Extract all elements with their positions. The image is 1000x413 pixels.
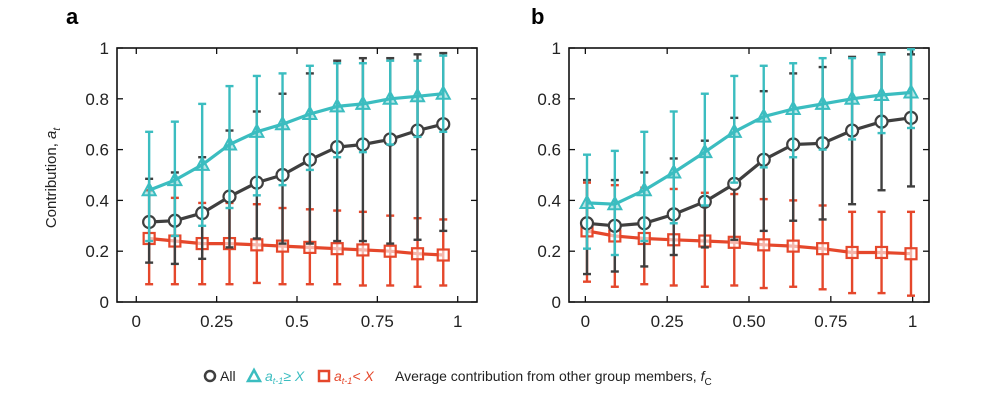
legend-down-label: at-1< X [334,368,374,386]
plot-frame [568,47,930,303]
series-up [140,54,452,243]
y-tick-label: 1 [552,39,561,58]
x-tick-label: 0 [581,312,590,331]
data-point [410,247,425,261]
y-tick-label: 0.4 [537,191,561,210]
data-point [785,99,802,115]
legend-circle-marker [203,369,217,383]
legend-down-var: a [334,368,342,384]
y-tick-label: 0 [552,293,561,312]
data-point [301,104,319,121]
y-tick-label: 0 [100,293,109,312]
series-down [142,189,450,288]
data-point [726,122,743,138]
series-all [142,51,451,266]
x-tick-label: 0.50 [732,312,765,331]
y-tick-label: 0.2 [537,242,561,261]
data-point [356,243,370,257]
x-tick-label: 0.75 [361,312,394,331]
y-tick-label: 0.8 [85,90,109,109]
panel-b-letter: b [531,4,544,29]
data-point [354,94,372,110]
series-line [149,122,444,224]
data-point [814,94,831,110]
series-down [580,181,918,297]
series-all [579,51,919,276]
x-tick-label: 1 [908,312,917,331]
y-axis-label-sub: t [52,127,63,131]
data-point [696,143,713,159]
data-point [843,89,861,105]
data-point [755,107,772,123]
data-point [221,135,238,151]
data-point [578,193,596,209]
series-line [148,92,444,192]
data-point [665,163,682,179]
data-point [382,89,399,105]
data-point [166,170,184,187]
x-tick-label: 0.5 [285,312,309,331]
legend-up-var: a [265,368,273,384]
y-tick-label: 0.2 [85,242,109,261]
y-tick-label: 0.6 [537,141,561,160]
y-axis-label-main: Contribution, [43,139,60,228]
y-tick-label: 0.6 [85,141,109,160]
data-point [140,181,158,197]
y-tick-label: 0.4 [85,191,109,210]
legend: All at-1≥ X at-1< X Average contribution… [203,367,712,388]
data-point [636,181,653,197]
legend-down-sub: t-1 [342,376,353,386]
x-axis-label-var: f [701,368,707,384]
data-point [330,242,344,256]
data-point [902,83,920,99]
x-axis-label-sub: C [704,377,711,388]
x-tick-label: 0.75 [814,312,847,331]
legend-square-marker [317,369,331,383]
x-tick-label: 0.25 [200,312,233,331]
data-point [845,245,859,260]
data-point [904,247,918,261]
data-point [409,87,426,103]
data-point [194,155,211,171]
legend-triangle-marker [245,367,263,383]
series-line [586,229,912,256]
data-point [816,242,830,256]
x-axis-label-main: Average contribution from other group me… [395,368,701,384]
data-point [248,122,265,138]
data-point [874,245,889,260]
x-tick-label: 0.25 [651,312,684,331]
data-point [274,115,291,131]
legend-up-sub: t-1 [273,376,284,386]
legend-up-cond: ≥ X [283,368,305,384]
y-axis-label-var: a [43,131,60,139]
panel-a: 0 0.2 0.4 0.6 0.8 1 0 0.25 0.5 0.75 1 [85,39,478,331]
panel-a-letter: a [66,4,79,29]
y-axis-label: Contribution, at [43,127,63,229]
data-point [786,239,800,253]
data-point [436,248,450,262]
series-line [148,236,444,257]
data-point [606,195,623,211]
data-point [250,238,264,252]
series-up [578,48,920,257]
legend-down-cond: < X [352,368,374,384]
series-line [586,90,912,206]
series-line [586,116,912,228]
x-tick-label: 0 [132,312,141,331]
data-point [329,97,346,113]
panel-b: 0 0.2 0.4 0.6 0.8 1 0 0.25 0.50 0.75 1 [537,39,930,331]
data-point [435,84,452,100]
y-tick-label: 1 [100,39,109,58]
data-point [757,238,771,252]
y-tick-label: 0.8 [537,90,561,109]
legend-up-label: at-1≥ X [265,368,305,386]
data-point [383,244,397,258]
x-tick-label: 1 [453,312,462,331]
legend-all-label: All [220,368,236,384]
x-axis-label: Average contribution from other group me… [395,368,712,388]
data-point [873,85,890,101]
